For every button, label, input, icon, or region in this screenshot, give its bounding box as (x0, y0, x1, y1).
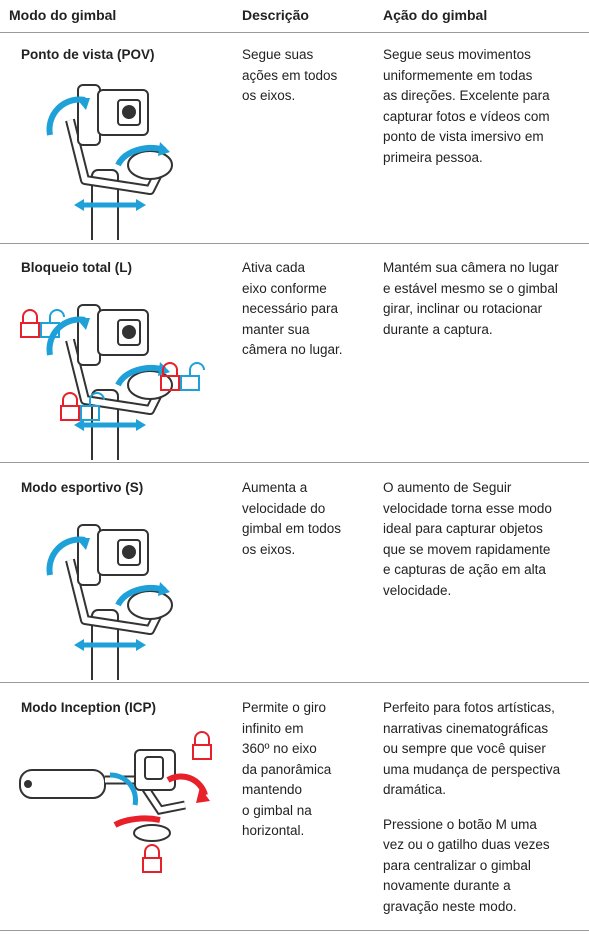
action: Segue seus movimentos uniformemente em to… (383, 45, 550, 168)
description-line: da panorâmica (242, 761, 332, 777)
header-description: Descrição (242, 7, 309, 23)
action-line: O aumento de Seguir (383, 480, 512, 495)
action-line: velocidade. (383, 582, 452, 598)
gimbal-drawing (49, 525, 172, 680)
description-line: manter sua (242, 321, 310, 337)
description: Ativa cada eixo conforme necessário para ma… (242, 258, 343, 361)
description-line: ações em todos (242, 67, 338, 83)
gimbal-drawing (49, 85, 172, 240)
action-line: narrativas cinematográficas (383, 720, 549, 736)
description-line: os eixos. (242, 541, 296, 557)
description: Segue suas ações em todos os eixos. (242, 45, 337, 107)
description-line: horizontal. (242, 823, 305, 838)
lock-icon (142, 844, 162, 873)
action-line: dramática. (383, 782, 447, 797)
row-rule (0, 682, 589, 683)
action-line: vez ou o gatilho duas vezes (383, 837, 550, 852)
action-paragraph: O aumento de Seguir velocidade torna esse… (383, 478, 552, 601)
action: Perfeito para fotos artísticas, narrativa… (383, 698, 560, 917)
action: Mantém sua câmera no lugar e estável mesm… (383, 258, 559, 340)
lock-icon (20, 309, 40, 338)
description-line: mantendo (242, 782, 303, 797)
mode-name: Modo Inception (ICP) (21, 700, 156, 715)
action-line: Segue seus movimentos (383, 47, 531, 62)
row-rule (0, 930, 589, 931)
mode-name: Bloqueio total (L) (21, 260, 132, 275)
action-line: ponto de vista imersivo em (383, 129, 544, 144)
action: O aumento de Seguir velocidade torna esse… (383, 478, 552, 601)
action-line: para centralizar o gimbal (383, 857, 531, 873)
lock-icon (192, 731, 212, 760)
action-line: primeira pessoa. (383, 149, 483, 165)
action-line: uma mudança de perspectiva (383, 761, 561, 777)
action-line: capturar fotos e vídeos com (383, 108, 550, 124)
action-line: gravação neste modo. (383, 898, 517, 914)
description-line: necessário para (242, 301, 339, 316)
inception-illustration (19, 731, 212, 873)
header-action: Ação do gimbal (383, 7, 488, 23)
action-line: uniformemente em todas (383, 67, 533, 83)
action-paragraph: Pressione o botão M uma vez ou o gatilho … (383, 815, 560, 918)
row-rule (0, 462, 589, 463)
action-line: e capturas de ação em alta (383, 562, 546, 577)
header-mode: Modo do gimbal (9, 7, 117, 23)
action-line: novamente durante a (383, 878, 511, 893)
description-line: gimbal em todos (242, 521, 342, 536)
action-line: e estável mesmo se o gimbal (383, 280, 558, 296)
action-line: ideal para capturar objetos (383, 521, 543, 536)
action-paragraph: Perfeito para fotos artísticas, narrativa… (383, 698, 560, 801)
description-line: Permite o giro (242, 700, 327, 715)
action-line: durante a captura. (383, 321, 493, 337)
description-line: câmera no lugar. (242, 342, 343, 357)
lock-illustration (20, 270, 205, 460)
description-line: os eixos. (242, 88, 296, 103)
mode-name: Modo esportivo (S) (21, 480, 144, 495)
action-line: Pressione o botão M uma (383, 816, 537, 832)
action-paragraph: Segue seus movimentos uniformemente em to… (383, 45, 550, 168)
description-line: 360º no eixo (242, 741, 317, 756)
description-line: Ativa cada (242, 260, 306, 275)
description-line: Segue suas (242, 47, 314, 62)
action-line: as direções. Excelente para (383, 88, 550, 103)
unlock-icon (180, 362, 205, 391)
description-line: Aumenta a (242, 480, 308, 495)
action-paragraph: Mantém sua câmera no lugar e estável mesm… (383, 258, 559, 340)
sport-illustration (10, 490, 210, 680)
action-line: velocidade torna esse modo (383, 500, 552, 516)
mode-name: Ponto de vista (POV) (21, 47, 155, 62)
action-line: Mantém sua câmera no lugar (383, 260, 559, 275)
gimbal-drawing (49, 305, 172, 460)
header-rule (0, 32, 589, 33)
row-rule (0, 243, 589, 244)
description-line: infinito em (242, 720, 304, 736)
action-line: ou sempre que você quiser (383, 741, 546, 756)
description-line: o gimbal na (242, 802, 312, 818)
lock-icon (60, 392, 80, 421)
action-line: girar, inclinar ou rotacionar (383, 301, 543, 316)
description: Aumenta a velocidade do gimbal em todos os … (242, 478, 341, 560)
action-line: que se movem rapidamente (383, 541, 551, 557)
description-line: velocidade do (242, 500, 326, 516)
action-line: Perfeito para fotos artísticas, (383, 700, 555, 715)
description: Permite o giro infinito em 360º no eixo da … (242, 698, 331, 842)
pov-illustration (10, 50, 210, 240)
description-line: eixo conforme (242, 280, 327, 296)
